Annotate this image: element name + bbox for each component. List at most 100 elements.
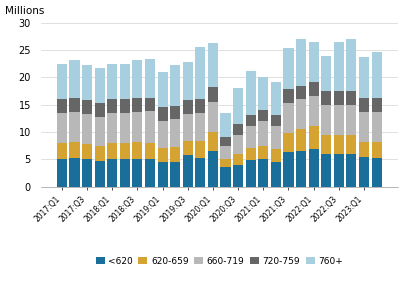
Bar bbox=[82, 144, 92, 159]
Bar bbox=[358, 57, 368, 98]
Bar bbox=[308, 82, 318, 96]
Bar bbox=[157, 121, 167, 148]
Bar bbox=[132, 142, 142, 159]
Bar bbox=[270, 126, 280, 150]
Bar bbox=[145, 159, 155, 187]
Bar bbox=[170, 106, 180, 119]
Bar bbox=[170, 147, 180, 162]
Bar bbox=[107, 159, 117, 187]
Bar bbox=[207, 132, 217, 151]
Bar bbox=[371, 158, 381, 187]
Bar bbox=[320, 56, 330, 91]
Bar bbox=[132, 60, 142, 98]
Bar bbox=[258, 77, 268, 110]
Bar bbox=[132, 98, 142, 112]
Bar bbox=[195, 47, 205, 99]
Bar bbox=[232, 135, 243, 154]
Bar bbox=[283, 89, 293, 102]
Bar bbox=[182, 155, 192, 187]
Bar bbox=[245, 160, 255, 187]
Bar bbox=[283, 133, 293, 152]
Bar bbox=[207, 151, 217, 187]
Bar bbox=[345, 135, 356, 154]
Bar bbox=[333, 42, 343, 91]
Bar bbox=[207, 43, 217, 87]
Bar bbox=[57, 159, 67, 187]
Bar bbox=[119, 159, 130, 187]
Bar bbox=[220, 159, 230, 168]
Text: Millions: Millions bbox=[5, 6, 44, 16]
Bar bbox=[220, 168, 230, 187]
Bar bbox=[182, 114, 192, 141]
Bar bbox=[258, 110, 268, 121]
Bar bbox=[57, 113, 67, 143]
Bar bbox=[295, 129, 305, 151]
Bar bbox=[333, 135, 343, 154]
Bar bbox=[333, 154, 343, 187]
Bar bbox=[358, 142, 368, 157]
Bar bbox=[145, 143, 155, 159]
Bar bbox=[57, 143, 67, 159]
Bar bbox=[295, 151, 305, 187]
Bar bbox=[345, 91, 356, 105]
Bar bbox=[170, 162, 180, 187]
Bar bbox=[308, 149, 318, 187]
Bar bbox=[232, 165, 243, 187]
Bar bbox=[207, 87, 217, 102]
Bar bbox=[119, 143, 130, 159]
Bar bbox=[320, 91, 330, 105]
Bar bbox=[119, 113, 130, 143]
Bar bbox=[94, 103, 104, 117]
Bar bbox=[69, 158, 79, 187]
Bar bbox=[358, 157, 368, 187]
Bar bbox=[232, 124, 243, 135]
Bar bbox=[107, 113, 117, 143]
Bar bbox=[270, 162, 280, 187]
Bar bbox=[69, 60, 79, 98]
Bar bbox=[270, 150, 280, 162]
Bar bbox=[157, 108, 167, 121]
Bar bbox=[119, 99, 130, 113]
Bar bbox=[295, 99, 305, 129]
Bar bbox=[371, 52, 381, 98]
Bar bbox=[245, 71, 255, 115]
Bar bbox=[258, 121, 268, 146]
Bar bbox=[308, 96, 318, 126]
Bar bbox=[320, 135, 330, 154]
Bar bbox=[333, 105, 343, 135]
Bar bbox=[308, 42, 318, 82]
Bar bbox=[371, 142, 381, 158]
Bar bbox=[207, 102, 217, 132]
Bar bbox=[82, 65, 92, 100]
Bar bbox=[270, 82, 280, 115]
Bar bbox=[94, 161, 104, 187]
Bar bbox=[157, 162, 167, 187]
Bar bbox=[283, 102, 293, 133]
Bar bbox=[320, 154, 330, 187]
Bar bbox=[132, 112, 142, 142]
Bar bbox=[82, 159, 92, 187]
Bar bbox=[358, 112, 368, 142]
Bar bbox=[345, 154, 356, 187]
Bar bbox=[69, 98, 79, 112]
Bar bbox=[258, 159, 268, 187]
Bar bbox=[371, 98, 381, 112]
Bar bbox=[245, 115, 255, 126]
Bar bbox=[145, 98, 155, 111]
Bar bbox=[195, 113, 205, 141]
Bar bbox=[220, 137, 230, 146]
Bar bbox=[69, 142, 79, 158]
Bar bbox=[107, 99, 117, 113]
Bar bbox=[358, 98, 368, 112]
Bar bbox=[82, 100, 92, 114]
Bar bbox=[283, 48, 293, 89]
Bar bbox=[308, 126, 318, 149]
Bar bbox=[195, 158, 205, 187]
Bar bbox=[132, 159, 142, 187]
Bar bbox=[333, 91, 343, 105]
Bar bbox=[57, 64, 67, 99]
Bar bbox=[195, 141, 205, 158]
Bar bbox=[345, 39, 356, 91]
Bar bbox=[232, 154, 243, 165]
Bar bbox=[182, 100, 192, 114]
